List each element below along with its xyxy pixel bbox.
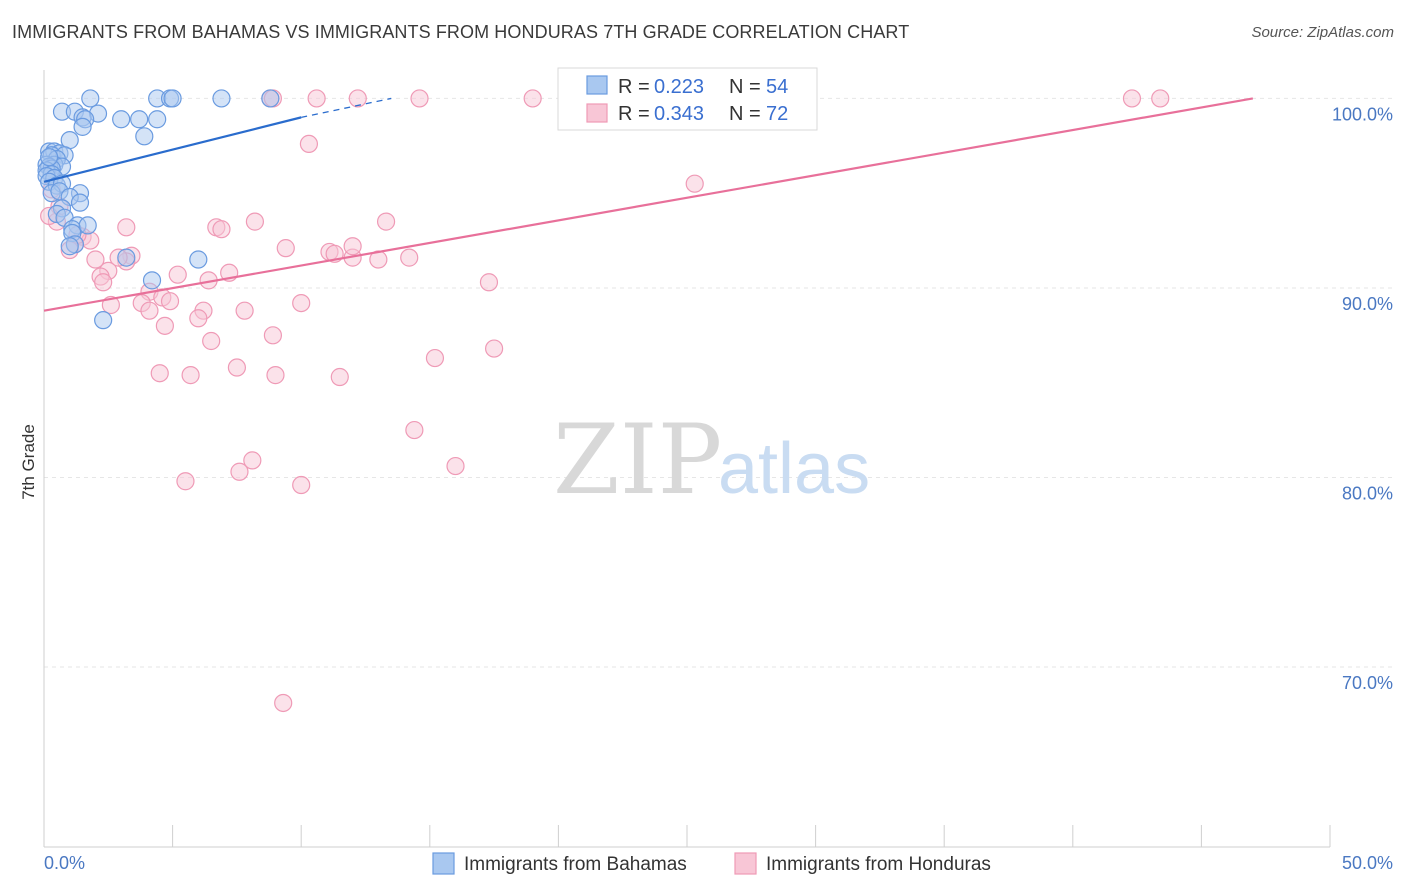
- point-honduras: [446, 456, 465, 476]
- point-honduras: [86, 250, 105, 269]
- point-bahamas: [135, 127, 154, 146]
- point-honduras: [330, 367, 349, 387]
- point-bahamas: [130, 110, 149, 129]
- point-honduras: [168, 265, 187, 284]
- legend-n-label-honduras: N =: [729, 103, 761, 125]
- point-honduras: [523, 89, 542, 108]
- point-bahamas: [70, 193, 90, 212]
- trend-line-bahamas: [43, 116, 302, 183]
- point-honduras: [230, 462, 249, 481]
- x-tick-label-max: 50.0%: [1342, 853, 1393, 873]
- point-honduras: [245, 212, 265, 231]
- point-honduras: [307, 89, 326, 108]
- y-tick-label: 100.0%: [1332, 104, 1393, 124]
- point-honduras: [425, 348, 445, 368]
- bottom-legend-label-bahamas: Immigrants from Bahamas: [464, 854, 687, 875]
- y-tick-label: 80.0%: [1342, 483, 1393, 503]
- point-honduras: [263, 326, 283, 345]
- point-honduras: [299, 134, 319, 154]
- point-bahamas: [81, 89, 100, 108]
- point-bahamas: [112, 110, 131, 129]
- bottom-legend-swatch-bahamas: [432, 852, 455, 875]
- legend-swatch-bahamas: [586, 75, 608, 95]
- point-honduras: [1122, 89, 1142, 108]
- bottom-legend: Immigrants from Bahamas Immigrants from …: [432, 852, 991, 875]
- legend-r-value-bahamas: 0.223: [654, 76, 704, 98]
- point-honduras: [400, 248, 419, 267]
- point-honduras: [274, 693, 293, 713]
- x-tick-label-min: 0.0%: [44, 853, 85, 873]
- watermark-zip: ZIP: [553, 404, 722, 516]
- point-honduras: [685, 174, 704, 193]
- bottom-legend-swatch-honduras: [734, 852, 757, 875]
- point-honduras: [266, 366, 285, 385]
- point-honduras: [212, 220, 231, 239]
- point-honduras: [410, 89, 429, 108]
- legend-n-value-honduras: 72: [766, 103, 788, 125]
- point-honduras: [117, 218, 136, 237]
- point-bahamas: [117, 248, 136, 267]
- point-bahamas: [142, 271, 162, 290]
- point-honduras: [176, 472, 195, 491]
- legend-swatch-honduras: [586, 103, 608, 123]
- point-bahamas: [189, 250, 208, 269]
- point-honduras: [181, 366, 200, 385]
- legend-r-value-honduras: 0.343: [654, 103, 704, 125]
- trend-line-honduras: [43, 97, 1254, 312]
- point-honduras: [276, 239, 295, 258]
- bottom-legend-label-honduras: Immigrants from Honduras: [766, 854, 991, 875]
- point-honduras: [343, 237, 362, 256]
- point-honduras: [94, 273, 113, 292]
- point-honduras: [243, 451, 262, 470]
- y-axis-label: 7th Grade: [19, 424, 38, 500]
- point-bahamas: [78, 216, 97, 235]
- point-bahamas: [261, 89, 280, 108]
- point-honduras: [227, 358, 246, 377]
- point-honduras: [292, 294, 311, 313]
- point-honduras: [202, 331, 221, 351]
- point-bahamas: [212, 89, 231, 108]
- point-honduras: [235, 301, 254, 320]
- y-axis-tick-labels: 70.0% 80.0% 90.0% 100.0%: [1332, 104, 1393, 693]
- point-honduras: [150, 364, 169, 383]
- point-bahamas: [148, 110, 167, 129]
- x-axis-ticks: [43, 825, 1331, 847]
- point-honduras: [155, 316, 174, 335]
- point-honduras: [1151, 89, 1170, 108]
- chart-title: IMMIGRANTS FROM BAHAMAS VS IMMIGRANTS FR…: [12, 22, 910, 42]
- legend-r-label-honduras: R =: [618, 103, 650, 125]
- point-bahamas: [163, 89, 182, 108]
- point-honduras: [160, 292, 180, 311]
- y-tick-label: 70.0%: [1342, 673, 1393, 693]
- legend-r-label-bahamas: R =: [618, 76, 650, 98]
- point-honduras: [479, 273, 499, 292]
- point-honduras: [376, 212, 396, 231]
- point-honduras: [485, 339, 504, 358]
- point-honduras: [348, 89, 367, 108]
- trend-line-bahamas-extension: [301, 97, 392, 119]
- gridlines: [44, 97, 1393, 668]
- y-tick-label: 90.0%: [1342, 294, 1393, 314]
- point-bahamas: [40, 148, 59, 167]
- point-bahamas: [60, 237, 79, 256]
- point-honduras: [405, 420, 424, 440]
- point-honduras: [189, 309, 208, 328]
- legend-n-label-bahamas: N =: [729, 76, 761, 98]
- trend-lines: [43, 97, 1254, 312]
- point-bahamas: [73, 117, 92, 136]
- watermark-atlas: atlas: [718, 429, 870, 509]
- legend-n-value-bahamas: 54: [766, 76, 788, 98]
- point-honduras: [140, 301, 159, 320]
- point-bahamas: [94, 311, 113, 330]
- point-honduras: [292, 475, 311, 495]
- legend-box: R = 0.223 N = 54 R = 0.343 N = 72: [557, 67, 818, 131]
- series-honduras-points: [40, 89, 1170, 713]
- source-credit: Source: ZipAtlas.com: [1251, 24, 1394, 41]
